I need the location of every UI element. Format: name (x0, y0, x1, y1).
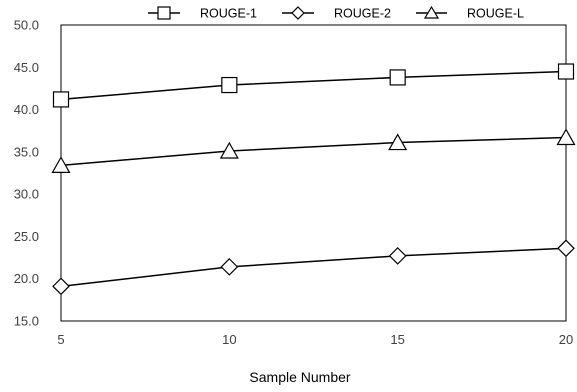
y-tick-label: 25.0 (14, 229, 39, 244)
data-point (388, 133, 408, 151)
x-tick-label: 20 (559, 332, 573, 347)
data-point (221, 76, 238, 94)
data-point (557, 63, 575, 80)
legend-entry: ROUGE-L (416, 5, 524, 21)
legend-label: ROUGE-L (467, 7, 524, 21)
series-line (60, 70, 567, 101)
series-line (60, 247, 567, 288)
data-point (388, 247, 407, 265)
data-point (557, 239, 575, 258)
y-tick-label: 35.0 (14, 144, 39, 159)
x-axis-title: Sample Number (249, 369, 350, 385)
data-point (220, 258, 239, 276)
data-point (389, 69, 406, 86)
y-axis-ticks: 15.0 20.0 25.0 30.0 35.0 40.0 45.0 50.0 (14, 18, 39, 329)
series-rouge-2 (52, 239, 575, 296)
y-tick-label: 15.0 (14, 314, 39, 329)
data-point (52, 277, 70, 296)
x-tick-label: 15 (390, 332, 404, 347)
legend-marker (291, 6, 305, 20)
x-axis-ticks: 5 10 15 20 (57, 332, 573, 347)
plot-area (60, 24, 567, 322)
data-point (52, 91, 70, 108)
legend-entry: ROUGE-2 (282, 6, 391, 21)
legend: ROUGE-1 ROUGE-2 ROUGE-L (148, 5, 524, 21)
series-layer (51, 63, 576, 296)
data-point (219, 141, 239, 159)
y-tick-label: 50.0 (14, 18, 39, 33)
series-rouge-1 (52, 63, 575, 108)
series-line (60, 136, 567, 167)
y-tick-label: 30.0 (14, 187, 39, 202)
legend-marker (423, 5, 440, 19)
x-tick-label: 10 (222, 332, 236, 347)
legend-label: ROUGE-1 (200, 7, 257, 21)
y-tick-label: 20.0 (14, 271, 39, 286)
y-tick-label: 40.0 (14, 102, 39, 117)
plot-frame (60, 24, 567, 322)
x-tick-label: 5 (57, 332, 64, 347)
series-rouge-l (51, 128, 576, 173)
data-point (556, 128, 576, 146)
legend-label: ROUGE-2 (334, 7, 391, 21)
legend-entry: ROUGE-1 (148, 6, 257, 21)
y-tick-label: 45.0 (14, 60, 39, 75)
legend-marker (157, 6, 171, 20)
data-point (51, 156, 71, 173)
